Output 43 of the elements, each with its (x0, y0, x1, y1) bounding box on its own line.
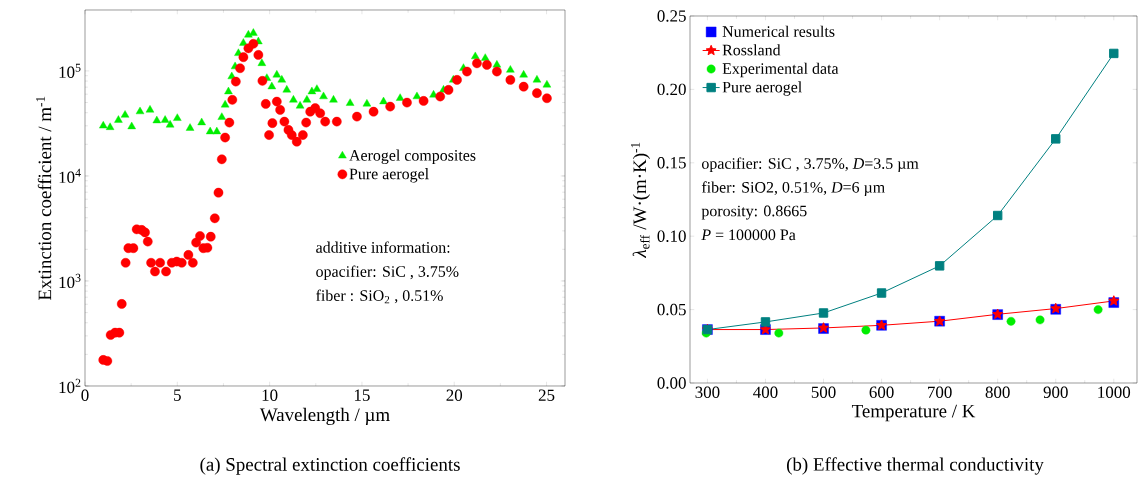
x-tick-label: 600 (869, 386, 894, 398)
legend-label: Rossland (722, 44, 781, 56)
x-tick-label: 900 (1043, 386, 1068, 398)
x-tick-label: 0 (81, 389, 89, 401)
x-tick-label: 25 (538, 389, 555, 401)
annotation: fiber: SiO2, 0.51%, D=6 µm (701, 181, 885, 196)
x-tick-label: 10 (262, 389, 278, 401)
y-tick-label: 10$^{5}$ (59, 63, 81, 78)
annotation: fiber : SiO$_{2}$ , 0.51% (316, 289, 443, 304)
y-tick-label: 0.15 (657, 157, 686, 169)
legend-label: Pure aerogel (722, 81, 802, 96)
x-tick-label: 1000 (1098, 386, 1131, 398)
x-axis-title: Temperature / K (851, 404, 976, 422)
legend-label: Pure aerogel (349, 168, 429, 183)
y-tick-label: 0.00 (657, 377, 686, 389)
legend-label: Numerical results (722, 25, 835, 37)
annotation: additive information: (316, 241, 450, 253)
x-tick-label: 20 (446, 389, 463, 401)
x-tick-label: 700 (928, 386, 952, 398)
y-tick-label: 10$^{2}$ (59, 378, 81, 394)
y-tick-label: 10$^{3}$ (59, 273, 81, 289)
y-tick-label: 0.20 (657, 83, 686, 96)
y-axis-title: Extinction coefficient / m$^{-1}$ (36, 96, 52, 301)
annotation: opacifier: SiC , 3.75% (316, 265, 459, 281)
x-axis-title: Wavelength / µm (259, 407, 390, 425)
x-tick-label: 800 (985, 386, 1010, 398)
annotation: porosity: 0.8665 (701, 205, 807, 220)
annotation: P = 100000 Pa (701, 229, 796, 241)
y-tick-label: 10$^{4}$ (59, 168, 81, 184)
x-tick-label: 5 (174, 389, 181, 401)
x-tick-label: 500 (811, 386, 836, 398)
legend-label: Aerogel composites (349, 149, 476, 165)
y-axis-title: λ$_{eff}$ /W·(m·K)$^{-1}$ (630, 142, 651, 259)
legend-label: Experimental data (722, 62, 839, 78)
y-tick-label: 0.05 (657, 303, 686, 316)
y-tick-label: 0.10 (657, 230, 686, 242)
annotation: opacifier: SiC , 3.75%, D=3.5 µm (701, 157, 919, 173)
x-tick-label: 300 (695, 386, 720, 398)
x-tick-label: 15 (354, 389, 370, 401)
y-tick-label: 0.25 (657, 10, 686, 22)
x-tick-label: 400 (753, 386, 778, 398)
text: (a) Spectral extinction coefficients (200, 457, 460, 475)
text: (b) Effective thermal conductivity (786, 457, 1044, 475)
